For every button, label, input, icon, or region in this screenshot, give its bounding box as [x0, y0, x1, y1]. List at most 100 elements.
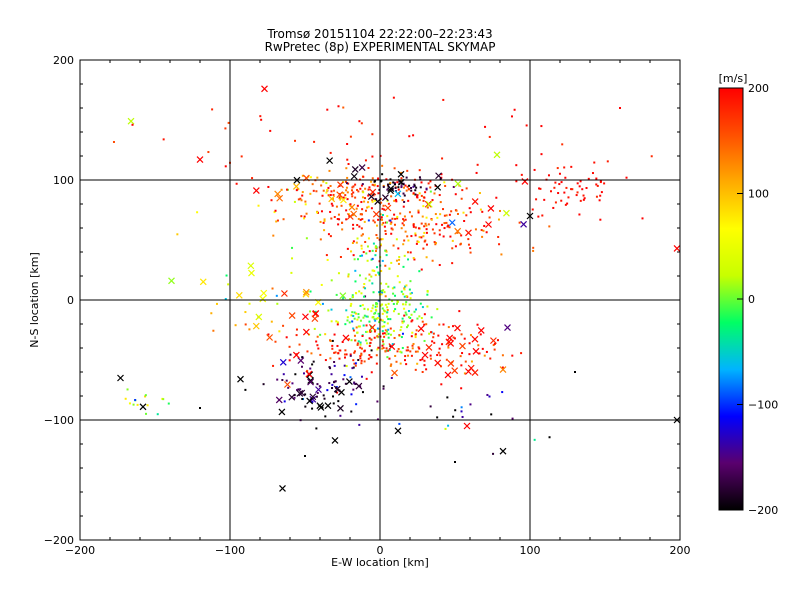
data-point-cross [454, 227, 462, 235]
data-point [369, 356, 372, 359]
data-point [407, 188, 410, 191]
data-point [267, 333, 270, 336]
data-point [451, 262, 454, 265]
data-point [593, 161, 596, 164]
colorbar-label: [m/s] [719, 72, 748, 85]
data-point [619, 107, 621, 109]
data-point [482, 229, 485, 232]
data-point [359, 343, 362, 346]
data-point [429, 405, 432, 408]
data-point [553, 186, 556, 189]
data-point [337, 223, 340, 226]
data-point [419, 302, 422, 305]
data-point [465, 187, 468, 190]
data-point [343, 364, 346, 367]
data-point [398, 258, 401, 261]
data-point [369, 341, 372, 344]
data-point [394, 186, 397, 189]
data-point [381, 344, 384, 347]
data-point [131, 123, 134, 126]
data-point [434, 213, 437, 216]
data-point [537, 215, 540, 218]
data-point [498, 243, 501, 246]
data-point [378, 327, 381, 330]
data-point [403, 194, 406, 197]
data-point [361, 196, 364, 199]
data-point [412, 134, 415, 137]
data-point [357, 190, 360, 193]
data-point [395, 360, 398, 363]
data-point [156, 413, 159, 416]
data-point [535, 198, 538, 201]
data-point [460, 234, 463, 237]
data-point [477, 344, 480, 347]
data-point-cross [247, 262, 255, 270]
data-point [332, 193, 335, 196]
data-point [294, 373, 297, 376]
data-point [349, 304, 352, 307]
data-point [410, 354, 413, 357]
data-point [337, 352, 340, 355]
data-point-cross [387, 185, 395, 193]
data-point [405, 284, 408, 287]
data-point [412, 224, 415, 227]
data-point [486, 393, 489, 396]
data-point [381, 173, 384, 176]
data-point [320, 283, 323, 286]
data-point [383, 321, 386, 324]
data-point [336, 321, 339, 324]
data-point-cross [387, 187, 394, 195]
data-point [403, 288, 406, 291]
data-point [591, 172, 594, 175]
data-point [479, 333, 482, 336]
data-point [379, 318, 382, 321]
data-point [488, 216, 491, 219]
data-point [401, 222, 404, 225]
data-point-cross [348, 203, 356, 211]
data-point [373, 336, 376, 339]
data-point [281, 379, 284, 382]
data-point [318, 202, 321, 205]
data-point-cross [338, 388, 345, 396]
data-point [372, 291, 375, 294]
data-point [331, 387, 334, 390]
data-point [251, 177, 254, 180]
data-point [347, 162, 350, 165]
data-point [381, 291, 384, 294]
data-point [362, 316, 365, 319]
data-point [322, 189, 325, 192]
data-point [331, 383, 334, 386]
data-point-cross [673, 244, 681, 252]
data-point [310, 352, 313, 355]
data-point-cross [302, 288, 310, 296]
data-point [413, 310, 416, 313]
data-point-cross [266, 334, 274, 341]
data-point [325, 254, 328, 257]
x-tick-label: 200 [670, 544, 691, 557]
data-point [463, 219, 466, 222]
data-point [405, 301, 408, 304]
data-point [145, 412, 148, 415]
data-point [421, 306, 424, 309]
data-point [599, 218, 602, 221]
data-point [333, 360, 336, 363]
data-point [423, 240, 426, 243]
data-point [331, 347, 334, 350]
data-point [460, 333, 463, 336]
data-point [337, 213, 340, 216]
data-point [410, 313, 413, 316]
data-point [315, 340, 318, 343]
data-point [391, 217, 394, 220]
data-point [392, 181, 395, 184]
data-point [363, 200, 366, 203]
data-point [304, 455, 306, 457]
data-point [377, 346, 380, 349]
data-point [368, 320, 371, 323]
data-point-cross [425, 344, 433, 351]
data-point [363, 360, 366, 363]
data-point [463, 337, 466, 340]
data-point [470, 360, 473, 363]
data-point [403, 215, 406, 218]
data-point [429, 190, 432, 193]
data-point [345, 218, 348, 221]
